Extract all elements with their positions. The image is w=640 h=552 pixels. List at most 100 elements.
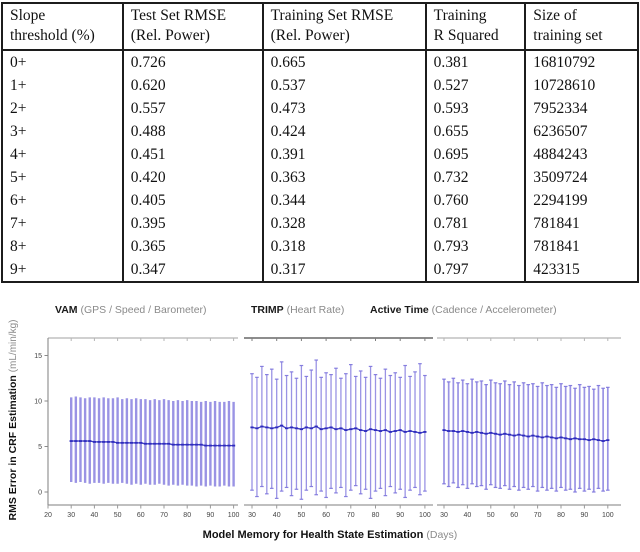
table-cell: 5+ <box>10 169 27 186</box>
mean-marker <box>359 429 363 432</box>
mean-marker <box>180 443 185 446</box>
table-cell: 0.760 <box>424 189 526 212</box>
table-cell: 0.726 <box>121 50 263 74</box>
mean-marker <box>299 428 303 431</box>
x-tick-label: 100 <box>602 512 614 519</box>
mean-marker <box>280 424 284 427</box>
table-cell: 0.695 <box>424 143 526 166</box>
mean-marker <box>403 431 407 433</box>
table-cell: 0.420 <box>121 166 263 189</box>
mean-marker <box>606 439 610 442</box>
mean-marker <box>339 427 343 430</box>
x-axis-label-unit: (Days) <box>426 529 458 541</box>
mean-marker <box>393 430 397 432</box>
mean-marker <box>194 443 199 446</box>
table-row: 0+ 0.726 0.665 0.381 16810792 <box>2 50 638 74</box>
mean-marker <box>265 426 269 429</box>
table-cell: 0.365 <box>121 235 263 258</box>
mean-marker <box>334 428 338 431</box>
panel-title-vam: VAM (GPS / Speed / Barometer) <box>55 304 207 316</box>
mean-marker <box>294 427 299 430</box>
mean-marker <box>69 440 73 442</box>
mean-marker <box>601 440 605 442</box>
mean-marker <box>319 428 323 431</box>
table-row: 8+ 0.365 0.318 0.793 781841 <box>2 235 638 258</box>
y-tick-label: 10 <box>34 398 42 405</box>
table-cell: 8+ <box>10 238 27 255</box>
mean-marker <box>344 429 348 432</box>
mean-marker <box>465 431 469 433</box>
results-table: Slope threshold (%) Test Set RMSE (Rel. Pow… <box>1 2 639 283</box>
mean-marker <box>111 441 115 443</box>
mean-marker <box>139 441 143 444</box>
table-header-row: Slope threshold (%) Test Set RMSE (Rel. Pow… <box>2 3 638 51</box>
panel-title-trimp: TRIMP (Heart Rate) <box>251 304 344 316</box>
table-cell: 9+ <box>10 261 27 278</box>
mean-marker <box>329 426 333 429</box>
panel-title-trimp-detail: (Heart Rate) <box>286 304 345 316</box>
table-cell: 781841 <box>524 212 638 235</box>
table-cell: 7952334 <box>524 97 638 120</box>
mean-marker <box>564 437 568 440</box>
table-cell: 0.328 <box>261 212 426 235</box>
table-row: 2+ 0.557 0.473 0.593 7952334 <box>2 97 638 120</box>
mean-marker <box>398 429 402 432</box>
table-header-cell: Size of training set <box>524 3 638 51</box>
x-tick-label: 30 <box>440 512 448 519</box>
panel-title-vam-name: VAM <box>55 304 78 316</box>
table-cell: 1+ <box>10 77 27 94</box>
mean-marker <box>388 431 392 433</box>
mean-marker <box>162 442 166 445</box>
table-cell: 0.391 <box>261 143 426 166</box>
mean-marker <box>349 428 353 431</box>
results-table-head: Slope threshold (%) Test Set RMSE (Rel. Pow… <box>2 3 638 51</box>
table-cell: 6236507 <box>524 120 638 143</box>
table-cell: 3+ <box>10 123 27 140</box>
mean-marker <box>218 444 222 447</box>
results-table-body: 0+ 0.726 0.665 0.381 16810792 1+ 0.620 0.537 0.5… <box>2 50 638 282</box>
table-row: 3+ 0.488 0.424 0.655 6236507 <box>2 120 638 143</box>
mean-marker <box>255 427 259 430</box>
y-tick-label: 5 <box>38 444 42 451</box>
mean-marker <box>354 427 358 430</box>
table-cell: 0.593 <box>424 97 526 120</box>
table-header-cell: Test Set RMSE (Rel. Power) <box>121 3 263 51</box>
mean-marker <box>171 443 175 446</box>
x-tick-label: 90 <box>207 512 215 519</box>
mean-marker <box>540 436 544 439</box>
table-cell: 0.665 <box>261 50 426 74</box>
x-tick-label: 30 <box>248 512 256 519</box>
mean-marker <box>461 430 465 432</box>
mean-marker <box>512 434 516 437</box>
mean-marker <box>74 440 78 442</box>
table-cell: 0.344 <box>261 189 426 212</box>
mean-marker <box>78 440 83 442</box>
x-tick-label: 60 <box>322 512 330 519</box>
x-tick-label: 90 <box>581 512 589 519</box>
panel-title-active-time-detail: (Cadence / Accelerometer) <box>431 304 557 316</box>
x-tick-label: 50 <box>298 512 306 519</box>
mean-marker <box>423 431 427 433</box>
table-cell: 0.363 <box>261 166 426 189</box>
mean-marker <box>368 428 373 431</box>
mean-marker <box>498 433 502 436</box>
table-cell: 0.537 <box>261 74 426 97</box>
table-header-cell: Training R Squared <box>424 3 526 51</box>
mean-marker <box>222 444 226 447</box>
y-tick-label: 15 <box>34 353 42 360</box>
mean-marker <box>517 433 521 436</box>
mean-marker <box>442 429 446 432</box>
table-cell: 0.732 <box>424 166 526 189</box>
table-cell: 0.395 <box>121 212 263 235</box>
x-tick-label: 60 <box>510 512 518 519</box>
table-header-cell: Training Set RMSE (Rel. Power) <box>261 3 426 51</box>
mean-marker <box>550 436 554 439</box>
mean-marker <box>227 444 231 447</box>
x-tick-label: 100 <box>419 512 431 519</box>
mean-marker <box>309 427 313 430</box>
table-cell: 4884243 <box>524 143 638 166</box>
table-cell: 0.451 <box>121 143 263 166</box>
mean-marker <box>451 430 455 432</box>
mean-marker <box>199 443 203 446</box>
